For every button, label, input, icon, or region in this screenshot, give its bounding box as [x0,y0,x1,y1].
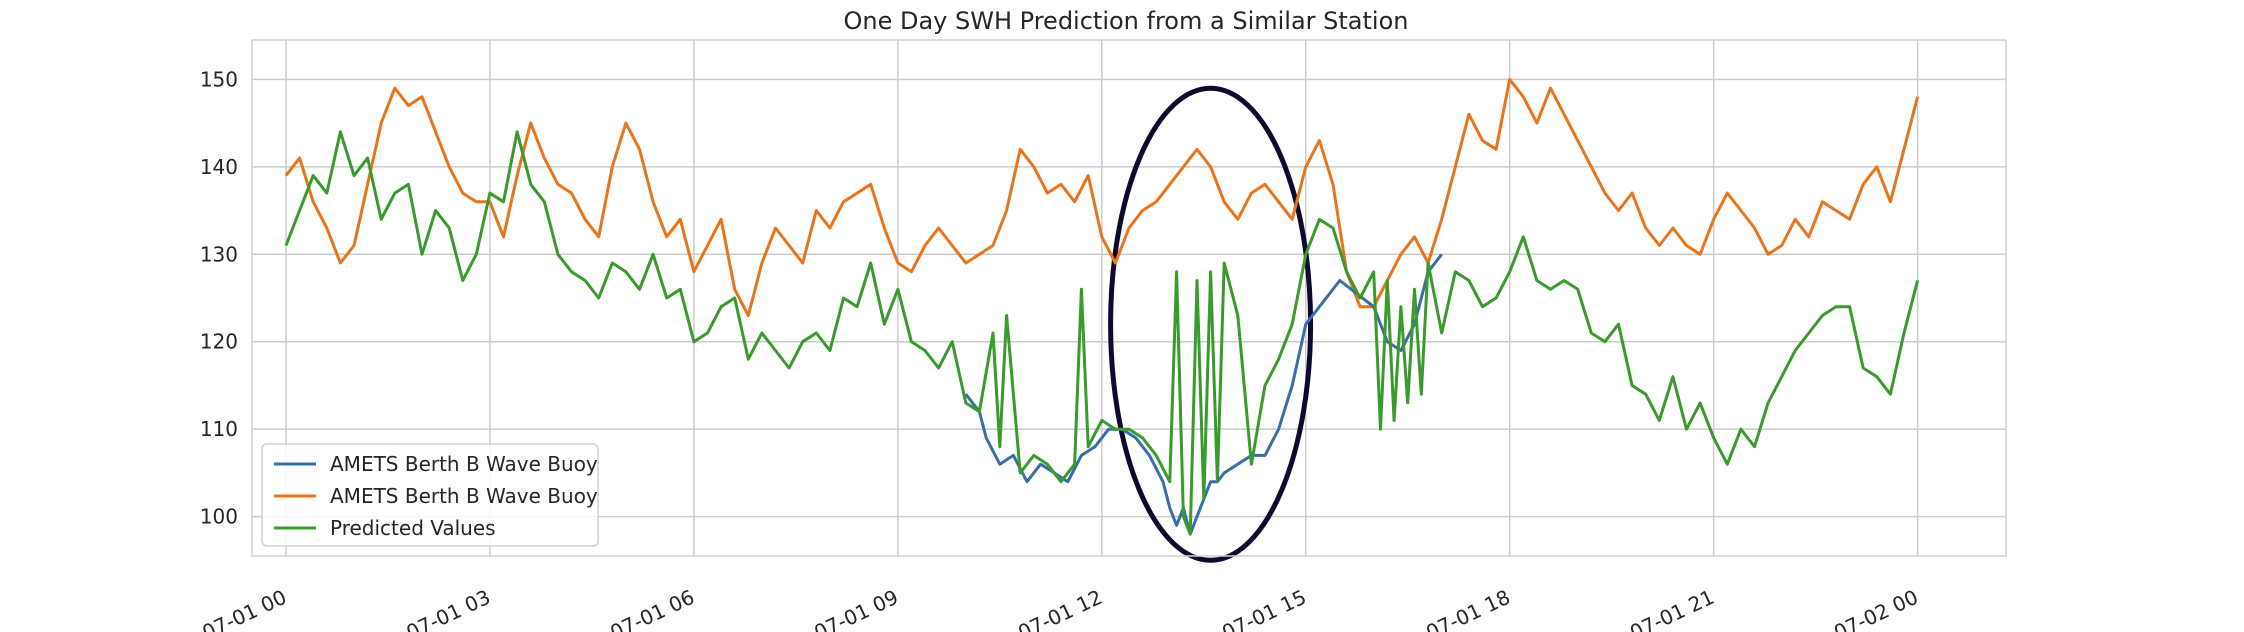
grid-lines [252,40,2006,556]
x-tick-label: 07-01 09 [810,585,902,632]
series-line-amets-orange [284,77,1920,317]
y-tick-label: 100 [200,505,238,529]
chart-title: One Day SWH Prediction from a Similar St… [844,7,1409,35]
y-tick-label: 110 [200,417,238,441]
legend: AMETS Berth B Wave Buoy AMETS Berth B Wav… [261,443,599,547]
legend-label: AMETS Berth B Wave Buoy [330,452,598,476]
series-line-amets-blue [964,253,1443,536]
x-tick-label: 07-01 00 [198,585,290,632]
x-tick-label: 07-01 12 [1014,585,1106,632]
y-tick-label: 120 [200,330,238,354]
y-tick-label: 140 [200,155,238,179]
x-tick-label: 07-01 06 [606,585,698,632]
x-tick-label: 07-01 15 [1218,585,1310,632]
legend-label: Predicted Values [330,516,496,540]
x-tick-label: 07-01 21 [1626,585,1718,632]
plot-frame [251,39,2007,557]
x-tick-labels: 07-01 00 07-01 03 07-01 06 07-01 09 07-01 12… [198,585,1921,632]
y-tick-labels: 100 110 120 130 140 150 [200,67,238,528]
highlight-ellipse [1108,85,1314,563]
annotation-layer [1108,85,1314,563]
series-layer [284,77,1920,536]
x-tick-label: 07-01 18 [1422,585,1514,632]
legend-box [261,443,599,547]
legend-label: AMETS Berth B Wave Buoy [330,484,598,508]
x-tick-label: 07-02 00 [1830,585,1922,632]
series-line-predicted [284,130,1920,536]
y-tick-label: 150 [200,67,238,91]
y-tick-label: 130 [200,242,238,266]
x-tick-label: 07-01 03 [402,585,494,632]
